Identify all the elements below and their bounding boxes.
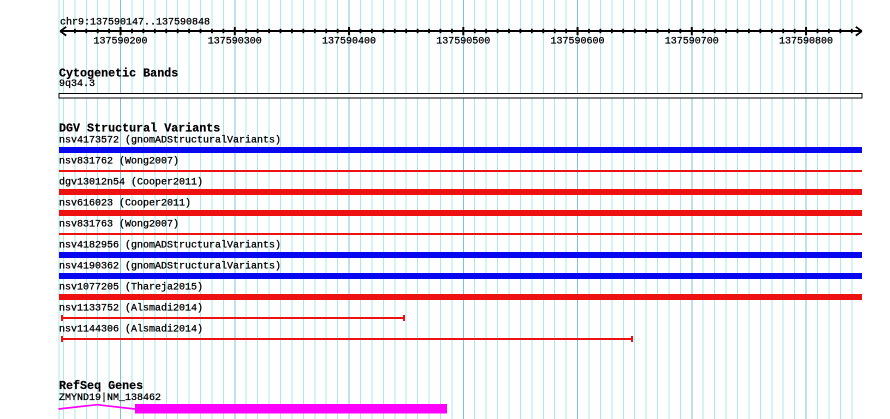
svg-text:Cytogenetic Bands: Cytogenetic Bands xyxy=(59,66,178,80)
svg-text:137590200: 137590200 xyxy=(94,36,148,47)
svg-text:nsv1077205 (Thareja2015): nsv1077205 (Thareja2015) xyxy=(59,281,203,293)
svg-text:nsv4190362 (gnomADStructuralVa: nsv4190362 (gnomADStructuralVariants) xyxy=(59,260,281,272)
svg-text:137590400: 137590400 xyxy=(322,36,376,47)
svg-text:nsv1133752 (Alsmadi2014): nsv1133752 (Alsmadi2014) xyxy=(59,302,203,314)
svg-text:nsv831763 (Wong2007): nsv831763 (Wong2007) xyxy=(59,218,179,230)
svg-text:nsv4182956 (gnomADStructuralVa: nsv4182956 (gnomADStructuralVariants) xyxy=(59,239,281,251)
svg-text:RefSeq Genes: RefSeq Genes xyxy=(59,379,143,393)
svg-text:nsv616023 (Cooper2011): nsv616023 (Cooper2011) xyxy=(59,197,191,209)
svg-text:nsv4173572 (gnomADStructuralVa: nsv4173572 (gnomADStructuralVariants) xyxy=(59,134,281,146)
svg-text:9q34.3: 9q34.3 xyxy=(59,79,95,90)
svg-text:137590300: 137590300 xyxy=(208,36,262,47)
svg-text:DGV Structural Variants: DGV Structural Variants xyxy=(59,122,220,136)
svg-text:nsv1144306 (Alsmadi2014): nsv1144306 (Alsmadi2014) xyxy=(59,323,203,335)
svg-text:137590500: 137590500 xyxy=(436,36,490,47)
svg-text:chr9:137590147..137590848: chr9:137590147..137590848 xyxy=(60,16,210,28)
svg-text:137590800: 137590800 xyxy=(779,36,833,47)
svg-text:ZMYND19|NM_138462: ZMYND19|NM_138462 xyxy=(59,392,161,404)
svg-text:137590600: 137590600 xyxy=(551,36,605,47)
svg-text:137590700: 137590700 xyxy=(665,36,719,47)
svg-text:dgv13012n54 (Cooper2011): dgv13012n54 (Cooper2011) xyxy=(59,176,203,188)
svg-text:nsv831762 (Wong2007): nsv831762 (Wong2007) xyxy=(59,155,179,167)
